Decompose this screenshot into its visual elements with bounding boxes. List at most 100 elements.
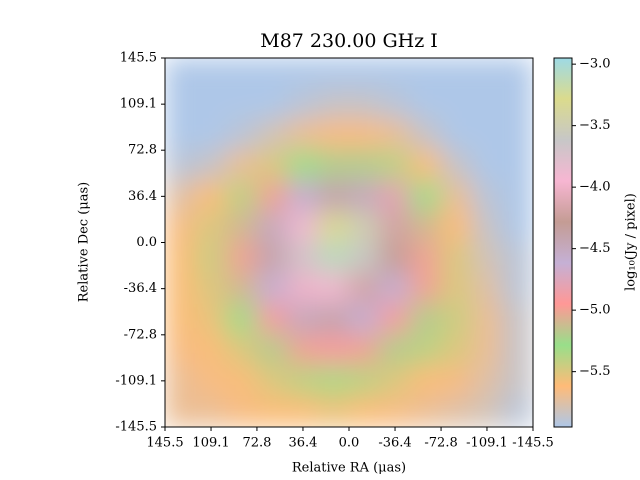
pixel (348, 149, 381, 182)
pixel (165, 149, 197, 182)
pixel (440, 365, 473, 397)
pixel (348, 88, 381, 120)
pixel (165, 180, 197, 213)
x-tick-label: -36.4 (378, 436, 411, 451)
x-tick-label: 109.1 (192, 436, 229, 451)
pixel (409, 211, 442, 243)
x-tick-label: 0.0 (339, 436, 360, 451)
pixel (379, 180, 411, 213)
pixel (348, 303, 381, 336)
pixel (317, 58, 350, 90)
pixel (409, 119, 442, 151)
pixel (317, 303, 350, 336)
pixel (379, 149, 411, 182)
pixel (225, 303, 258, 336)
pixel (471, 119, 503, 151)
pixel (348, 365, 381, 397)
pixel (471, 242, 503, 274)
colorbar (553, 57, 573, 428)
pixel (225, 365, 258, 397)
pixel (409, 365, 442, 397)
pixel (501, 334, 533, 366)
pixel (165, 211, 197, 243)
pixel (256, 180, 289, 213)
pixel (317, 365, 350, 397)
pixel (501, 180, 533, 213)
chart-title: M87 230.00 GHz I (260, 30, 438, 52)
pixel (379, 272, 411, 305)
pixel (317, 272, 350, 305)
pixel (348, 180, 381, 213)
x-tick-label: 36.4 (288, 436, 317, 451)
pixel (195, 395, 227, 427)
pixel (165, 365, 197, 397)
pixel (287, 395, 319, 427)
pixel (287, 303, 319, 336)
pixel (195, 334, 227, 366)
pixel (165, 303, 197, 336)
pixel (256, 272, 289, 305)
y-tick-label: 109.1 (120, 97, 157, 112)
pixel (256, 303, 289, 336)
pixel (471, 365, 503, 397)
pixel (348, 211, 381, 243)
y-tick-label: -145.5 (115, 420, 157, 435)
pixel (165, 88, 197, 120)
x-tick-label: -72.8 (424, 436, 457, 451)
colorbar-tick-label: −3.0 (579, 57, 611, 72)
pixel (317, 119, 350, 151)
pixel (256, 211, 289, 243)
y-tick-label: -72.8 (124, 327, 157, 342)
pixel (379, 303, 411, 336)
pixel (471, 395, 503, 427)
pixel (471, 180, 503, 213)
pixel (348, 119, 381, 151)
pixel (440, 395, 473, 427)
pixel (471, 211, 503, 243)
colorbar-tick-label: −5.5 (579, 364, 611, 379)
pixel (195, 180, 227, 213)
pixel (471, 303, 503, 336)
pixel (317, 88, 350, 120)
pixel (409, 58, 442, 90)
pixel (287, 365, 319, 397)
pixel (348, 395, 381, 427)
pixel (256, 88, 289, 120)
pixel (287, 88, 319, 120)
image (165, 58, 533, 427)
pixel (409, 395, 442, 427)
pixel (195, 272, 227, 305)
pixel (440, 88, 473, 120)
pixel (501, 119, 533, 151)
pixel (225, 180, 258, 213)
pixel (379, 242, 411, 274)
pixel (165, 334, 197, 366)
pixel (256, 149, 289, 182)
pixel (440, 119, 473, 151)
pixel (440, 149, 473, 182)
pixel (471, 88, 503, 120)
pixel (379, 334, 411, 366)
pixel (195, 303, 227, 336)
x-tick-label: 145.5 (146, 436, 183, 451)
pixel (317, 334, 350, 366)
pixel (379, 88, 411, 120)
image-cells (165, 58, 533, 427)
y-tick-label: -109.1 (115, 373, 157, 388)
colorbar-tick-label: −3.5 (579, 118, 611, 133)
pixel (409, 180, 442, 213)
colorbar-tick-label: −4.0 (579, 180, 611, 195)
pixel (165, 272, 197, 305)
pixel (501, 242, 533, 274)
pixel (165, 119, 197, 151)
pixel (409, 334, 442, 366)
pixel (409, 149, 442, 182)
pixel (501, 58, 533, 90)
pixel (256, 242, 289, 274)
pixel (379, 395, 411, 427)
colorbar-tick-label: −5.0 (579, 303, 611, 318)
colorbar-tick-label: −4.5 (579, 241, 611, 256)
pixel (256, 365, 289, 397)
pixel (225, 211, 258, 243)
